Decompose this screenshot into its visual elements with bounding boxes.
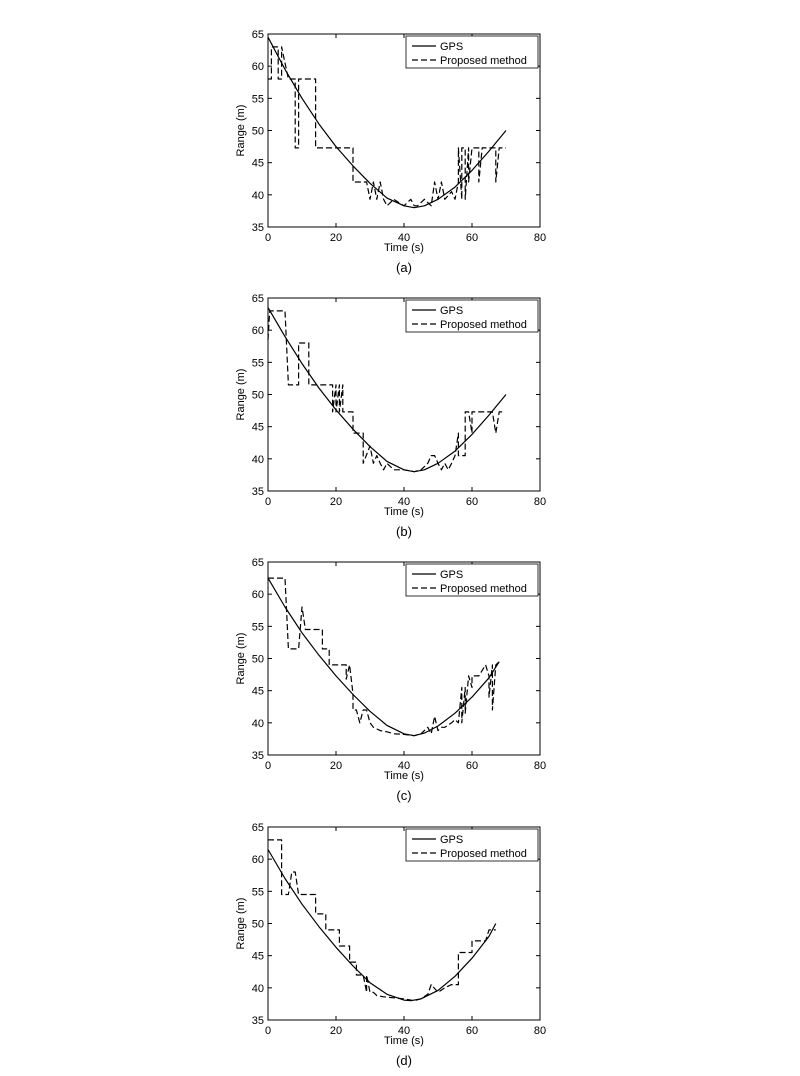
legend-label: Proposed method: [440, 55, 527, 67]
legend: GPS Proposed method: [405, 563, 539, 597]
y-tick-label: 65: [252, 293, 264, 305]
y-tick-label: 60: [252, 589, 264, 601]
legend: GPS Proposed method: [405, 299, 539, 333]
y-tick-label: 45: [252, 686, 264, 698]
x-tick-label: 80: [534, 1025, 546, 1037]
chart-panel-4: 0 20 40 60 80 35 40 45 50 55 60 65 Time (s) Range (m)…: [235, 822, 546, 1068]
series-line-proposed-method: [267, 310, 503, 473]
x-tick-label: 0: [265, 232, 271, 244]
y-tick-label: 60: [252, 854, 264, 866]
y-tick-label: 50: [252, 654, 264, 666]
x-tick-label: 0: [265, 1025, 271, 1037]
y-axis-label: Range (m): [235, 105, 247, 157]
x-tick-label: 60: [466, 1025, 478, 1037]
x-axis-label: Time (s): [384, 242, 424, 254]
x-tick-label: 40: [398, 760, 410, 772]
legend: GPS Proposed method: [405, 828, 539, 862]
y-tick-label: 55: [252, 357, 264, 369]
y-tick-label: 40: [252, 454, 264, 466]
y-tick-label: 35: [252, 1015, 264, 1027]
legend-label: GPS: [440, 305, 463, 317]
series-line-gps: [267, 849, 497, 1002]
y-tick-label: 40: [252, 190, 264, 202]
legend-label: GPS: [440, 834, 463, 846]
x-tick-label: 40: [398, 232, 410, 244]
panel-caption: (d): [396, 1053, 412, 1068]
chart-panel-1: 0 20 40 60 80 35 40 45 50 55 60 65 Time (s) Range (m)…: [235, 29, 546, 275]
y-tick-label: 35: [252, 222, 264, 234]
legend: GPS Proposed method: [405, 35, 539, 69]
y-tick-label: 40: [252, 718, 264, 730]
legend-label: Proposed method: [440, 848, 527, 860]
series-line-gps: [267, 307, 507, 473]
legend-box: [405, 828, 539, 862]
x-tick-label: 20: [330, 760, 342, 772]
x-tick-label: 40: [398, 1025, 410, 1037]
series-line-proposed-method: [268, 577, 500, 737]
y-tick-label: 65: [252, 29, 264, 41]
panel-caption: (a): [396, 260, 412, 275]
x-tick-label: 60: [466, 496, 478, 508]
y-tick-label: 55: [252, 621, 264, 633]
x-tick-label: 80: [534, 232, 546, 244]
x-tick-label: 80: [534, 496, 546, 508]
x-tick-label: 60: [466, 232, 478, 244]
y-tick-label: 45: [252, 158, 264, 170]
y-axis-label: Range (m): [235, 898, 247, 950]
y-tick-label: 65: [252, 557, 264, 569]
x-tick-label: 60: [466, 760, 478, 772]
legend-box: [405, 563, 539, 597]
y-tick-label: 35: [252, 750, 264, 762]
x-axis-label: Time (s): [384, 770, 424, 782]
x-tick-label: 0: [265, 760, 271, 772]
x-axis-label: Time (s): [384, 1035, 424, 1047]
y-tick-label: 50: [252, 390, 264, 402]
x-tick-label: 20: [330, 232, 342, 244]
y-tick-label: 35: [252, 486, 264, 498]
y-tick-label: 50: [252, 126, 264, 138]
series-line-gps: [267, 36, 507, 209]
y-axis-label: Range (m): [235, 633, 247, 685]
y-tick-label: 60: [252, 325, 264, 337]
x-tick-label: 40: [398, 496, 410, 508]
legend-label: Proposed method: [440, 319, 527, 331]
legend-label: GPS: [440, 41, 463, 53]
x-axis-label: Time (s): [384, 506, 424, 518]
x-tick-label: 0: [265, 496, 271, 508]
y-tick-label: 60: [252, 61, 264, 73]
panel-caption: (c): [396, 788, 411, 803]
y-tick-label: 45: [252, 422, 264, 434]
x-tick-label: 20: [330, 1025, 342, 1037]
y-tick-label: 55: [252, 886, 264, 898]
y-tick-label: 40: [252, 983, 264, 995]
legend-box: [405, 299, 539, 333]
x-tick-label: 20: [330, 496, 342, 508]
panel-caption: (b): [396, 524, 412, 539]
legend-label: Proposed method: [440, 583, 527, 595]
y-tick-label: 45: [252, 951, 264, 963]
legend-box: [405, 35, 539, 69]
series-line-proposed-method: [268, 839, 496, 1002]
y-tick-label: 55: [252, 93, 264, 105]
chart-panel-3: 0 20 40 60 80 35 40 45 50 55 60 65 Time (s) Range (m)…: [235, 557, 546, 803]
x-tick-label: 80: [534, 760, 546, 772]
y-tick-label: 65: [252, 822, 264, 834]
y-axis-label: Range (m): [235, 369, 247, 421]
chart-panels: 0 20 40 60 80 35 40 45 50 55 60 65 Time (s) Range (m)…: [235, 29, 546, 1068]
y-tick-label: 50: [252, 919, 264, 931]
series-line-proposed-method: [268, 46, 506, 207]
chart-panel-2: 0 20 40 60 80 35 40 45 50 55 60 65 Time (s) Range (m)…: [235, 293, 546, 539]
legend-label: GPS: [440, 569, 463, 581]
